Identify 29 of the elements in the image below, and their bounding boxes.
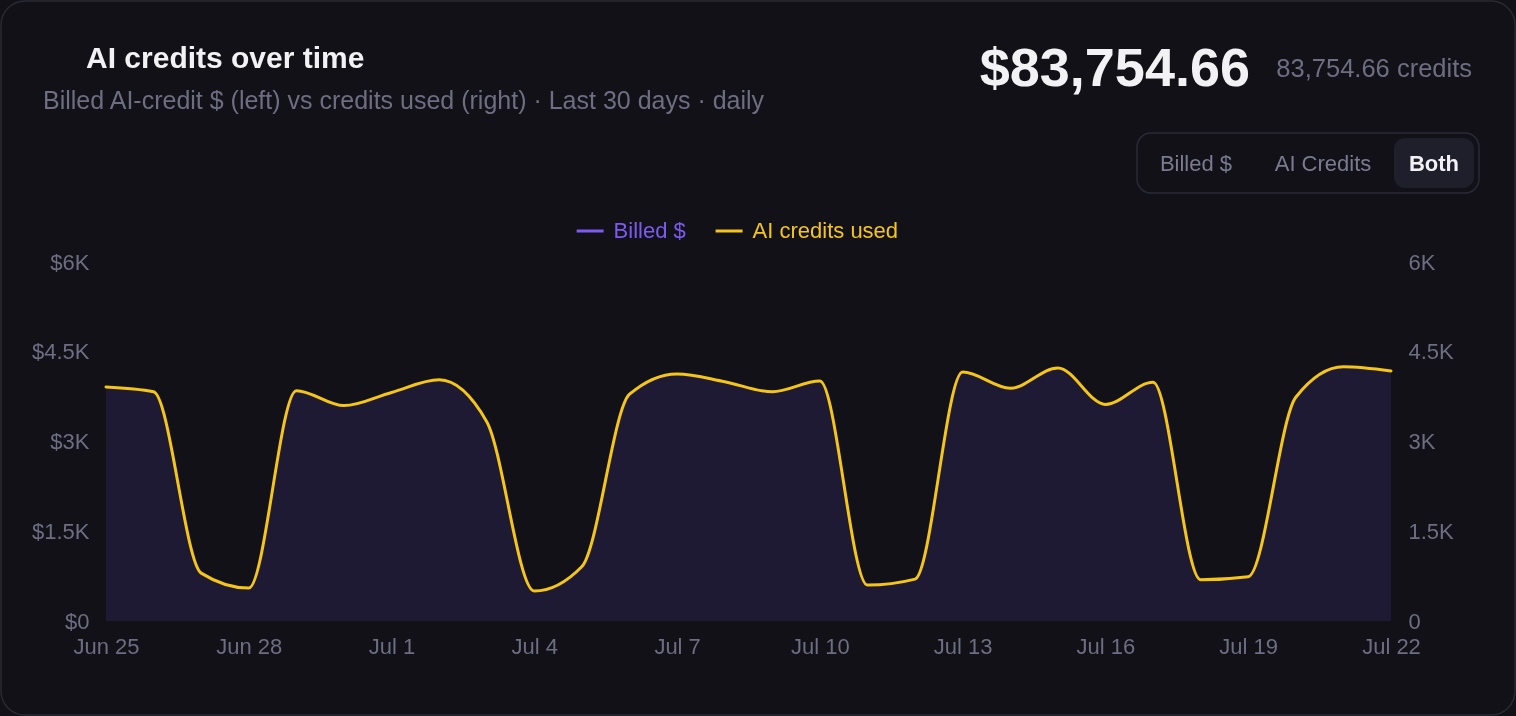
y-tick-label: $6K (50, 249, 90, 275)
text: AI Credits (1274, 151, 1372, 176)
y-tick-label: $0 (65, 608, 90, 634)
text: $83,754.66 (979, 37, 1250, 97)
x-tick-label: Jul 22 (1362, 633, 1421, 659)
legend-label: Billed $ (613, 218, 686, 243)
x-tick-label: Jul 10 (791, 633, 850, 659)
text: 83,754.66 credits (1276, 54, 1472, 82)
x-tick-label: Jun 25 (73, 633, 140, 659)
x-tick-label: Jul 13 (933, 633, 993, 659)
y-tick-label: $4.5K (32, 339, 90, 365)
x-tick-label: Jun 28 (216, 633, 283, 659)
text: Billed $ (1159, 151, 1233, 176)
x-tick-label: Jul 16 (1076, 633, 1136, 659)
x-tick-label: Jul 4 (511, 633, 559, 659)
y2-tick-label: 4.5K (1408, 339, 1455, 365)
y2-tick-label: 0 (1408, 608, 1421, 634)
y-tick-label: $3K (50, 429, 90, 454)
y2-tick-label: 6K (1408, 249, 1436, 275)
y2-tick-label: 3K (1408, 429, 1436, 454)
chart-subtitle: Billed AI-credit $ (left) vs credits used (right) · Last 30 days · daily (43, 86, 765, 114)
y-tick-label: $1.5K (32, 518, 90, 544)
x-tick-label: Jul 19 (1219, 633, 1279, 659)
legend-label: AI credits used (752, 218, 899, 243)
chart-title: AI credits over time (86, 41, 365, 74)
x-tick-label: Jul 1 (368, 633, 416, 659)
x-tick-label: Jul 7 (654, 633, 701, 659)
y2-tick-label: 1.5K (1408, 518, 1455, 544)
text: Both (1408, 151, 1460, 176)
